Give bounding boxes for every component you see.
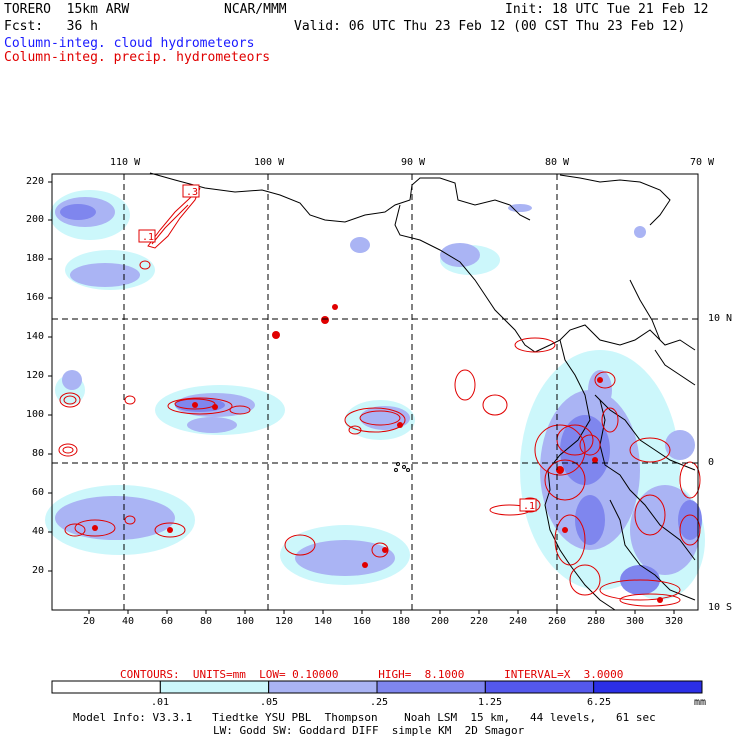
contour-label: .1 (523, 501, 535, 512)
lat-label: 0 (708, 457, 715, 468)
x-tick-label: 260 (548, 616, 567, 627)
valid-time: Valid: 06 UTC Thu 23 Feb 12 (00 CST Thu … (294, 19, 686, 34)
lat-label: 10 N (708, 313, 733, 324)
y-tick-label: 180 (26, 253, 45, 264)
precip-cores (92, 304, 663, 603)
x-tick-label: 300 (626, 616, 645, 627)
org-label: NCAR/MMM (224, 2, 287, 17)
contour-label: .3 (186, 187, 198, 198)
y-tick-label: 120 (26, 370, 45, 381)
x-tick-label: 220 (470, 616, 489, 627)
x-tick-label: 100 (236, 616, 255, 627)
y-tick-label: 160 (26, 292, 45, 303)
latlon-grid (52, 174, 698, 610)
y-tick-label: 100 (26, 409, 45, 420)
colorbar-label: .25 (370, 697, 389, 708)
x-tick-label: 180 (392, 616, 411, 627)
coastlines (149, 172, 696, 611)
x-tick-label: 320 (665, 616, 684, 627)
init-time: Init: 18 UTC Tue 21 Feb 12 (505, 2, 709, 17)
x-tick-label: 240 (509, 616, 528, 627)
x-tick-label: 140 (314, 616, 333, 627)
x-tick-label: 40 (122, 616, 135, 627)
y-tick-label: 220 (26, 176, 45, 187)
physics-info: LW: Godd SW: Goddard DIFF simple KM 2D S… (213, 724, 525, 737)
precip-contours (58, 187, 701, 607)
colorbar-units: mm (694, 697, 707, 708)
y-tick-label: 140 (26, 331, 45, 342)
x-tick-label: 200 (431, 616, 450, 627)
map-frame (51, 173, 699, 611)
y-tick-label: 20 (32, 565, 45, 576)
lon-label: 80 W (545, 157, 570, 168)
lon-label: 70 W (690, 157, 715, 168)
colorbar-label: 6.25 (587, 697, 612, 708)
lon-label: 110 W (110, 157, 141, 168)
lon-label: 100 W (254, 157, 285, 168)
y-tick-label: 200 (26, 214, 45, 225)
cloud-shading (45, 190, 705, 600)
x-tick-label: 80 (200, 616, 213, 627)
colorbar-segment (376, 680, 486, 694)
colorbar-segment (593, 680, 703, 694)
colorbar-label: .01 (151, 697, 170, 708)
colorbar-label: 1.25 (478, 697, 503, 708)
lon-label: 90 W (401, 157, 426, 168)
forecast-hour: Fcst: 36 h (4, 19, 98, 34)
contour-label: .1 (142, 232, 154, 243)
model-title: TORERO 15km ARW (4, 2, 130, 17)
colorbar-segment (484, 680, 595, 694)
y-tick-label: 40 (32, 526, 45, 537)
x-tick-label: 120 (275, 616, 294, 627)
colorbar-label: .05 (260, 697, 279, 708)
x-tick-label: 60 (161, 616, 174, 627)
field-cloud-label: Column-integ. cloud hydrometeors (4, 36, 255, 51)
x-tick-label: 20 (83, 616, 96, 627)
x-tick-label: 280 (587, 616, 606, 627)
contour-info: CONTOURS: UNITS=mm LOW= 0.10000 HIGH= 8.… (120, 668, 624, 681)
axis-ticks (48, 181, 675, 614)
lat-label: 10 S (708, 602, 733, 613)
y-tick-label: 80 (32, 448, 45, 459)
colorbar-segment (268, 680, 378, 694)
x-tick-label: 160 (353, 616, 372, 627)
model-info: Model Info: V3.3.1 Tiedtke YSU PBL Thomp… (73, 711, 656, 724)
field-precip-label: Column-integ. precip. hydrometeors (4, 50, 271, 65)
contour-label-group: .3 .1 .1 (138, 184, 537, 512)
y-tick-label: 60 (32, 487, 45, 498)
colorbar-segment (51, 680, 161, 694)
colorbar-segment (159, 680, 270, 694)
